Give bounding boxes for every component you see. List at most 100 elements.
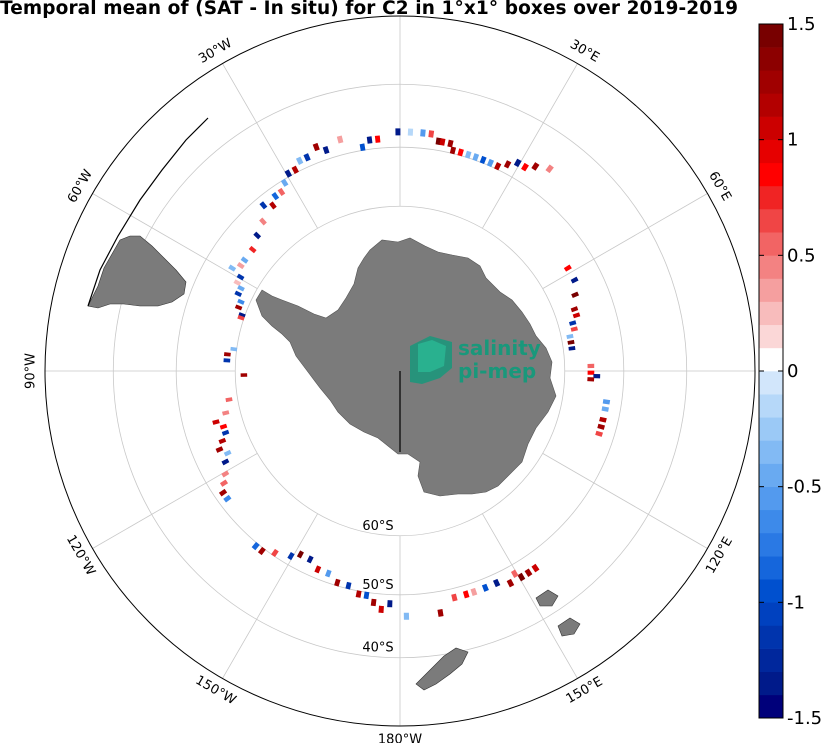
data-cell bbox=[334, 578, 341, 587]
colorbar-segment bbox=[759, 486, 783, 511]
colorbar-segment bbox=[759, 602, 783, 626]
data-cell bbox=[545, 164, 554, 174]
colorbar-tick-label: -1 bbox=[787, 592, 805, 613]
new-zealand-landmass bbox=[415, 647, 469, 691]
colorbar-segment bbox=[759, 532, 783, 557]
data-cell bbox=[223, 449, 232, 457]
data-cell bbox=[253, 231, 262, 240]
data-cell bbox=[306, 555, 314, 564]
data-cell bbox=[513, 158, 522, 168]
data-cell bbox=[223, 494, 232, 503]
data-cell bbox=[521, 162, 529, 172]
meridian--60 bbox=[92, 193, 258, 289]
data-cell bbox=[219, 479, 229, 487]
colorbar-segment bbox=[759, 671, 783, 696]
data-cell bbox=[234, 304, 243, 311]
data-cell bbox=[387, 600, 393, 608]
colorbar-segment bbox=[759, 278, 783, 302]
data-cell bbox=[464, 150, 472, 159]
colorbar-segment bbox=[759, 509, 783, 534]
data-cell bbox=[571, 291, 580, 299]
lon-label: 90°W bbox=[24, 353, 39, 389]
data-cell bbox=[407, 128, 414, 136]
colorbar-tick-label: -1.5 bbox=[787, 708, 822, 729]
data-cell bbox=[524, 568, 533, 577]
data-cell bbox=[374, 135, 381, 143]
colorbar-segment bbox=[759, 162, 783, 187]
data-cell bbox=[223, 352, 231, 357]
south-america-landmass bbox=[87, 235, 187, 309]
colorbar-segment bbox=[759, 209, 783, 233]
data-cell bbox=[355, 590, 362, 598]
data-cell bbox=[291, 165, 299, 174]
meridian-30 bbox=[482, 63, 578, 229]
data-cell bbox=[366, 136, 373, 144]
data-cell bbox=[472, 153, 480, 162]
lat-label: 50°S bbox=[362, 578, 393, 593]
data-cell bbox=[251, 541, 260, 551]
data-cell bbox=[295, 156, 304, 165]
data-cell bbox=[570, 276, 579, 284]
data-cell bbox=[236, 262, 245, 270]
data-cell bbox=[345, 581, 352, 590]
colorbar-segment bbox=[759, 694, 783, 719]
data-cell bbox=[420, 129, 426, 137]
meridian-120 bbox=[542, 453, 708, 549]
data-cell bbox=[457, 148, 464, 157]
data-cell bbox=[271, 192, 280, 201]
data-cell bbox=[296, 550, 304, 559]
colorbar-segment bbox=[759, 255, 783, 279]
data-cell bbox=[259, 217, 267, 226]
data-cell bbox=[595, 430, 604, 437]
data-cell bbox=[248, 245, 257, 254]
colorbar-segment bbox=[759, 139, 783, 164]
antarctica-landmass bbox=[255, 237, 557, 497]
data-cell bbox=[395, 128, 401, 136]
data-cell bbox=[569, 320, 577, 326]
data-cell bbox=[363, 591, 370, 600]
data-cell bbox=[233, 279, 242, 287]
colorbar-segment bbox=[759, 301, 783, 326]
colorbar-segment bbox=[759, 463, 783, 487]
meridian--30 bbox=[222, 63, 318, 229]
colorbar-segment bbox=[759, 648, 783, 673]
salinity-pi-mep-logo: salinity pi-mep bbox=[410, 336, 541, 384]
data-cell bbox=[257, 546, 266, 556]
latitude-labels: 60°S 50°S 40°S bbox=[362, 519, 393, 656]
data-cell bbox=[503, 160, 512, 169]
meridian-60 bbox=[542, 193, 708, 289]
data-cell bbox=[563, 264, 572, 272]
lon-label: 180°W bbox=[378, 733, 422, 743]
data-cell bbox=[568, 346, 576, 351]
colorbar: 1.5 1 0.5 0 -0.5 -1 -1.5 bbox=[758, 14, 822, 729]
colorbar-segment bbox=[759, 47, 783, 71]
data-cell bbox=[470, 587, 478, 597]
data-cell bbox=[601, 406, 609, 412]
colorbar-segment bbox=[759, 93, 783, 117]
data-cell bbox=[370, 598, 377, 607]
colorbar-segment bbox=[759, 324, 783, 349]
data-cell bbox=[221, 470, 230, 478]
data-cell bbox=[324, 569, 332, 578]
data-cell bbox=[570, 326, 578, 332]
data-cell bbox=[322, 145, 330, 155]
data-cell bbox=[378, 605, 384, 614]
data-cell bbox=[259, 201, 268, 210]
colorbar-segment bbox=[759, 394, 783, 418]
data-cell bbox=[506, 578, 515, 588]
data-cell bbox=[486, 158, 495, 168]
data-cell bbox=[240, 373, 248, 377]
data-cell bbox=[439, 138, 446, 146]
meridian-150 bbox=[482, 513, 578, 679]
chart-title: Temporal mean of (SAT - In situ) for C2 … bbox=[0, 0, 739, 19]
data-cell bbox=[359, 143, 366, 152]
data-cell bbox=[572, 312, 581, 319]
data-cell bbox=[312, 142, 320, 152]
data-cell bbox=[221, 429, 230, 436]
meridian--150 bbox=[222, 513, 318, 679]
meridian--120 bbox=[92, 453, 258, 549]
lat-label: 40°S bbox=[362, 641, 393, 656]
colorbar-tick-label: 1.5 bbox=[787, 14, 816, 35]
data-cell bbox=[428, 130, 435, 138]
